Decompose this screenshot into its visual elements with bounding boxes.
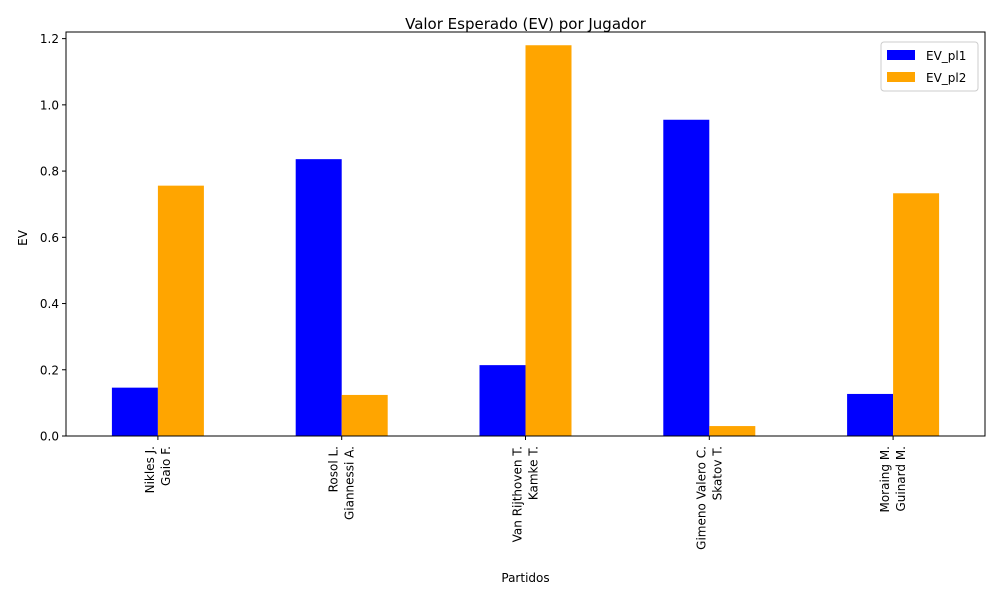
plot-frame	[65, 31, 986, 437]
x-axis-label: Partidos	[501, 571, 549, 585]
y-axis: 0.0 0.2 0.4 0.6 0.8 1.0 1.2	[40, 32, 66, 444]
y-tick-label: 1.2	[40, 32, 59, 46]
y-tick-label: 1.0	[40, 98, 59, 112]
x-tick-label-line: Moraing M.	[878, 446, 892, 513]
x-tick-label-line: Kamke T.	[527, 446, 541, 500]
bar-EV_pl2-1	[341, 394, 388, 436]
y-tick-label: 0.0	[40, 430, 59, 444]
x-tick-label: Gimeno Valero C. Skatov T.	[694, 446, 724, 550]
x-tick-label: Nikles J. Gaio F.	[143, 446, 173, 493]
x-tick-label-line: Guinard M.	[894, 446, 908, 512]
chart-title: Valor Esperado (EV) por Jugador	[405, 15, 647, 33]
legend-swatch-EV_pl1	[887, 50, 915, 60]
x-tick-label-line: Nikles J.	[143, 446, 157, 493]
bar-EV_pl2-4	[893, 193, 940, 436]
x-tick-label-line: Skatov T.	[710, 446, 724, 500]
y-tick-label: 0.4	[40, 297, 59, 311]
y-tick-label: 0.2	[40, 363, 59, 377]
x-tick-label: Van Rijthoven T. Kamke T.	[511, 446, 541, 542]
x-tick-label: Moraing M. Guinard M.	[878, 446, 908, 513]
x-tick-label-line: Gaio F.	[159, 446, 173, 486]
bar-EV_pl2-0	[157, 185, 204, 436]
x-axis: Nikles J. Gaio F. Rosol L. Giannessi A. Van …	[143, 436, 908, 550]
legend-swatch-EV_pl2	[887, 72, 915, 82]
x-tick-label-line: Van Rijthoven T.	[511, 446, 525, 542]
bar-EV_pl1-2	[479, 365, 526, 436]
bar-EV_pl2-2	[525, 45, 572, 436]
bar-EV_pl2-3	[709, 426, 756, 436]
bar-EV_pl1-3	[663, 119, 710, 437]
x-tick-label-line: Giannessi A.	[343, 446, 357, 520]
bars-group	[111, 45, 940, 437]
legend-label-EV_pl2: EV_pl2	[926, 71, 966, 85]
bar-EV_pl1-1	[295, 159, 342, 437]
bar-EV_pl1-4	[847, 393, 894, 436]
y-tick-label: 0.8	[40, 165, 59, 179]
x-tick-label-line: Rosol L.	[327, 446, 341, 492]
y-axis-label: EV	[16, 229, 30, 246]
x-tick-label-line: Gimeno Valero C.	[694, 446, 708, 550]
bar-EV_pl1-0	[111, 387, 158, 436]
legend-label-EV_pl1: EV_pl1	[926, 49, 966, 63]
y-tick-label: 0.6	[40, 231, 59, 245]
legend: EV_pl1 EV_pl2	[880, 41, 979, 92]
x-tick-label: Rosol L. Giannessi A.	[327, 446, 357, 520]
